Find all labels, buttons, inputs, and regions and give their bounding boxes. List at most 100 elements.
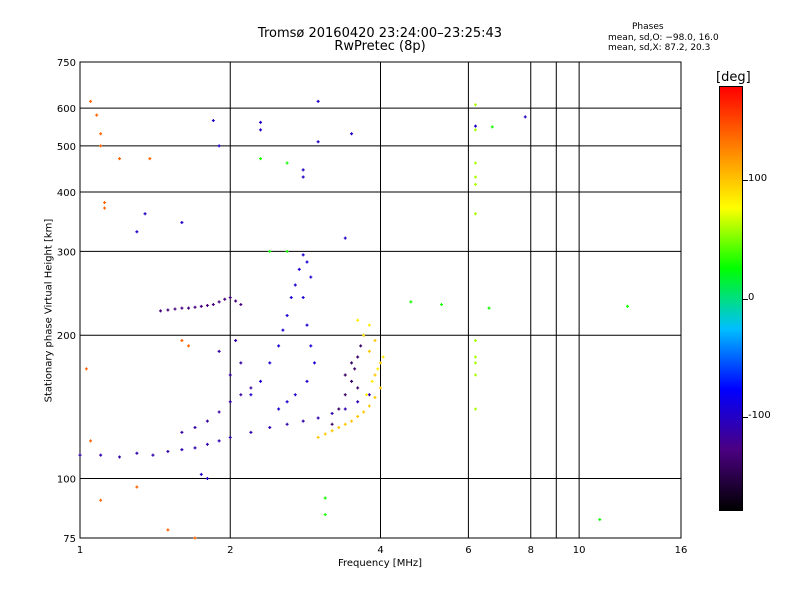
data-point (193, 536, 197, 540)
data-point (249, 430, 253, 434)
y-tick-label: 600 (57, 104, 76, 115)
data-point (350, 132, 354, 136)
data-point (89, 99, 93, 103)
y-tick-label: 300 (57, 247, 76, 258)
data-point (99, 498, 103, 502)
colorbar-tick-label: -100 (748, 409, 771, 421)
data-point (356, 318, 360, 322)
data-point (350, 419, 354, 423)
data-point (268, 425, 272, 429)
data-point (473, 128, 477, 132)
data-point (228, 296, 232, 300)
data-point (187, 306, 191, 310)
x-tick-label: 4 (377, 545, 383, 556)
data-point (305, 260, 309, 264)
data-point (223, 297, 227, 301)
data-point (285, 161, 289, 165)
data-point (293, 283, 297, 287)
data-point (473, 407, 477, 411)
data-point (473, 161, 477, 165)
data-point (379, 361, 382, 365)
data-point (180, 448, 184, 452)
data-point (473, 373, 477, 377)
data-point (381, 355, 385, 359)
data-point (135, 485, 139, 489)
phases-title: Phases (632, 22, 664, 32)
data-point (359, 344, 363, 348)
data-point (490, 125, 494, 129)
colorbar-tick-mark (743, 298, 748, 300)
data-point (309, 344, 313, 348)
data-point (523, 115, 527, 119)
data-point (337, 425, 341, 429)
data-point (84, 367, 88, 371)
data-point (373, 338, 377, 342)
data-point (285, 249, 289, 253)
data-point (277, 407, 281, 411)
chart-title-line2: RwPretec (8p) (334, 39, 426, 54)
data-point (249, 386, 253, 390)
data-point (473, 103, 477, 107)
x-tick-label: 8 (528, 545, 534, 556)
data-point (343, 422, 347, 426)
data-point (376, 367, 380, 371)
y-tick-label: 400 (57, 188, 76, 199)
data-point (343, 393, 347, 397)
data-point (370, 379, 374, 383)
data-point (234, 299, 238, 303)
data-point (301, 296, 305, 300)
data-point (268, 361, 272, 365)
data-point (217, 439, 221, 443)
data-point (228, 400, 232, 404)
data-point (367, 323, 371, 327)
data-point (473, 355, 477, 359)
data-point (473, 361, 477, 365)
data-point (362, 410, 366, 414)
data-point (323, 513, 327, 517)
data-point (330, 422, 334, 426)
data-point (217, 349, 221, 353)
data-point (305, 379, 309, 383)
data-point (343, 236, 347, 240)
data-point (367, 404, 371, 408)
data-point (148, 157, 152, 161)
data-point (193, 446, 197, 450)
data-point (205, 303, 209, 307)
data-point (356, 355, 360, 359)
data-point (285, 314, 289, 318)
x-axis-label: Frequency [MHz] (337, 558, 423, 569)
data-point (316, 435, 320, 439)
data-point (353, 367, 357, 371)
y-tick-label: 75 (63, 534, 76, 545)
data-point (205, 419, 209, 423)
data-point (350, 361, 354, 365)
phases-x-mode: mean, sd,X: 87.2, 20.3 (608, 43, 711, 53)
data-point (343, 407, 347, 411)
colorbar-tick-mark (743, 416, 748, 418)
colorbar-tick-label: 100 (748, 173, 768, 185)
data-point (205, 442, 209, 446)
data-point (173, 307, 177, 311)
data-point (180, 338, 184, 342)
data-point (211, 119, 215, 123)
data-point (217, 410, 221, 414)
colorbar-unit: [deg] (716, 70, 751, 85)
data-point (187, 344, 191, 348)
y-tick-label: 500 (57, 142, 76, 153)
data-point (211, 303, 215, 307)
x-tick-label: 16 (675, 545, 688, 556)
data-point (323, 496, 327, 500)
data-point (281, 328, 285, 332)
data-point (228, 373, 232, 377)
data-point (103, 201, 107, 205)
y-axis-label: Stationary phase Virtual Height [km] (43, 218, 55, 403)
data-point (625, 304, 629, 308)
data-point (598, 518, 602, 522)
data-point (356, 414, 360, 418)
data-point (367, 349, 371, 353)
data-point (356, 400, 360, 404)
data-point (301, 253, 305, 257)
data-point (293, 393, 297, 397)
data-point (316, 416, 320, 420)
